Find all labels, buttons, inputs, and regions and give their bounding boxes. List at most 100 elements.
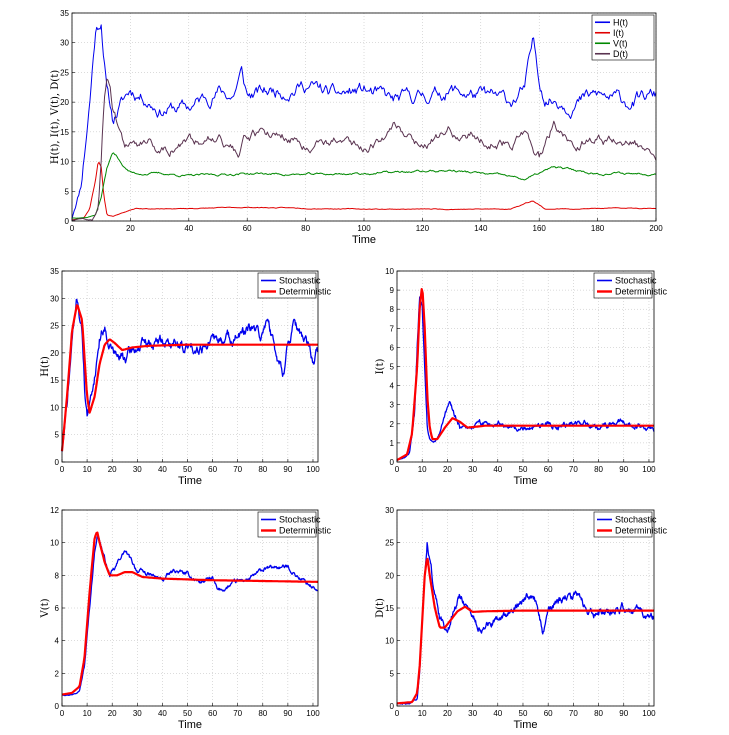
x-tick-label: 60 [544,709,553,718]
x-tick-label: 80 [594,709,603,718]
x-tick-label: 70 [233,465,242,474]
chart-V: 0 10 20 30 40 50 60 70 80 90 100 0 2 4 6 8 10 12 Time V(t) S… [40,506,332,731]
x-tick-label: 0 [60,709,65,718]
x-tick-label: 30 [468,709,477,718]
x-tick-label: 0 [395,465,400,474]
y-tick-label: 6 [390,343,395,352]
chart-H: 0 10 20 30 40 50 60 70 80 90 100 0 5 10 15 20 25 30 35 Time… [40,267,332,487]
x-tick-label: 100 [306,465,320,474]
y-tick-label: 30 [50,294,59,303]
y-tick-label: 6 [55,604,60,613]
legend-label: Stochastic [615,276,657,286]
series-line-deterministic [396,288,655,462]
y-tick-label: 25 [50,322,59,331]
x-tick-label: 40 [184,224,193,233]
x-tick-label: 80 [301,224,310,233]
x-tick-label: 30 [133,709,142,718]
y-tick-label: 0 [390,702,395,711]
y-tick-label: 5 [55,431,60,440]
x-tick-label: 20 [443,465,452,474]
y-tick-label: 20 [60,98,69,107]
legend-label: Stochastic [615,515,657,525]
x-tick-label: 90 [619,709,628,718]
x-tick-label: 90 [283,465,292,474]
x-tick-label: 20 [443,709,452,718]
y-tick-label: 12 [50,506,59,515]
x-tick-label: 160 [533,224,547,233]
series-line-stochastic [396,541,655,705]
plot-frame [71,12,657,222]
x-tick-label: 100 [306,709,320,718]
x-tick-label: 140 [474,224,488,233]
series-line-deterministic [60,304,319,452]
x-tick-label: 90 [619,465,628,474]
x-tick-label: 90 [283,709,292,718]
y-tick-label: 4 [390,382,395,391]
x-tick-label: 120 [416,224,430,233]
y-tick-label: 5 [65,187,70,196]
y-tick-label: 5 [390,363,395,372]
y-tick-label: 10 [60,158,69,167]
x-tick-label: 100 [642,709,656,718]
y-tick-label: 25 [385,539,394,548]
series-line-d-t- [71,78,657,221]
y-tick-label: 35 [50,267,59,276]
x-tick-label: 20 [126,224,135,233]
x-axis-label: Time [178,475,202,487]
x-tick-label: 20 [108,465,117,474]
x-tick-label: 60 [208,465,217,474]
plot-frame [396,270,655,463]
x-tick-label: 10 [418,465,427,474]
legend-label: Deterministic [279,287,332,297]
plot-frame [61,509,319,707]
x-axis-label: Time [178,719,202,731]
y-tick-label: 20 [50,349,59,358]
y-axis-label: H(t) [40,356,51,377]
y-tick-label: 7 [390,324,395,333]
x-tick-label: 70 [569,709,578,718]
x-tick-label: 60 [208,709,217,718]
x-tick-label: 200 [649,224,663,233]
x-tick-label: 40 [158,465,167,474]
x-tick-label: 40 [493,709,502,718]
y-tick-label: 8 [55,571,60,580]
x-tick-label: 50 [519,465,528,474]
x-axis-label: Time [352,234,376,246]
legend-label: Stochastic [279,276,321,286]
y-axis-label: I(t) [375,359,386,375]
legend-label: H(t) [613,17,628,27]
y-tick-label: 10 [385,637,394,646]
series-line-i-t- [71,161,656,221]
y-tick-label: 9 [390,286,395,295]
y-tick-label: 15 [50,376,59,385]
y-tick-label: 1 [390,439,395,448]
x-tick-label: 0 [395,709,400,718]
y-axis-label: V(t) [40,598,51,618]
legend-label: I(t) [613,28,624,38]
y-tick-label: 5 [390,669,395,678]
y-tick-label: 30 [60,39,69,48]
x-tick-label: 40 [158,709,167,718]
legend-label: D(t) [613,49,628,59]
chart-I: 0 10 20 30 40 50 60 70 80 90 100 0 1 2 3 4 5 6 7 8 9 10 Time I(… [375,267,668,487]
y-tick-label: 10 [385,267,394,276]
legend-label: Deterministic [615,526,668,536]
series-line-stochastic [396,296,655,461]
x-tick-label: 100 [357,224,371,233]
series-line-v-t- [71,152,657,219]
y-tick-label: 10 [50,403,59,412]
y-tick-label: 2 [55,669,60,678]
plot-frame [61,270,319,463]
chart-D: 0 10 20 30 40 50 60 70 80 90 100 0 5 10 15 20 25 30 Time D(… [375,506,668,731]
y-tick-label: 0 [55,458,60,467]
x-tick-label: 50 [519,709,528,718]
y-tick-label: 25 [60,68,69,77]
x-tick-label: 0 [60,465,65,474]
x-tick-label: 50 [183,709,192,718]
x-tick-label: 0 [70,224,75,233]
legend-box [593,511,653,538]
x-axis-label: Time [513,475,537,487]
legend-label: Stochastic [279,515,321,525]
series-line-stochastic [61,535,319,697]
